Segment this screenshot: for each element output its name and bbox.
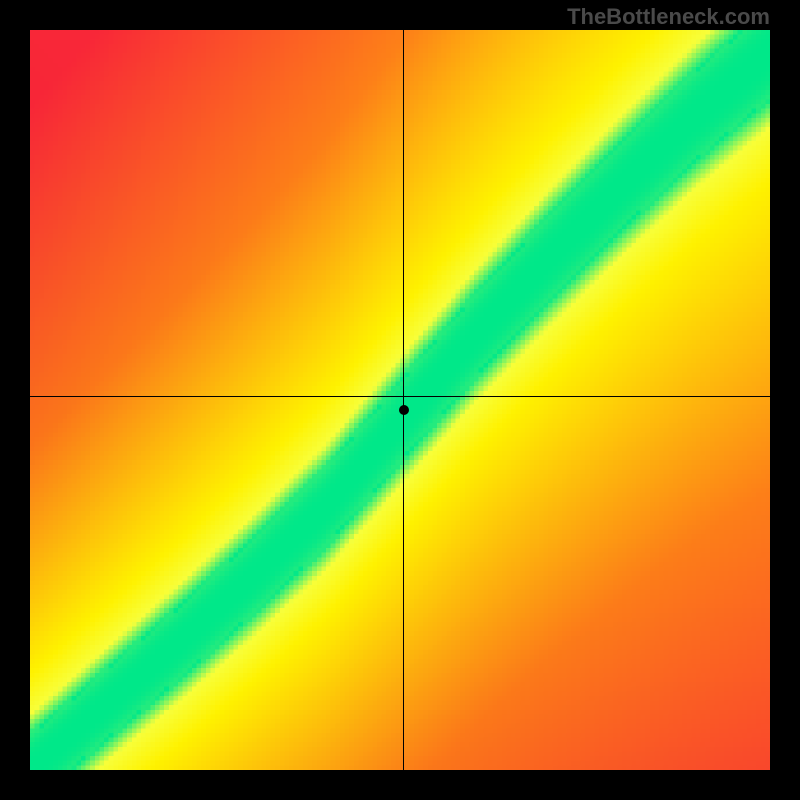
heatmap-canvas <box>30 30 770 770</box>
marker-point <box>399 405 409 415</box>
crosshair-vertical <box>403 30 404 770</box>
crosshair-horizontal <box>30 396 770 397</box>
watermark-text: TheBottleneck.com <box>567 4 770 30</box>
chart-container: TheBottleneck.com <box>0 0 800 800</box>
